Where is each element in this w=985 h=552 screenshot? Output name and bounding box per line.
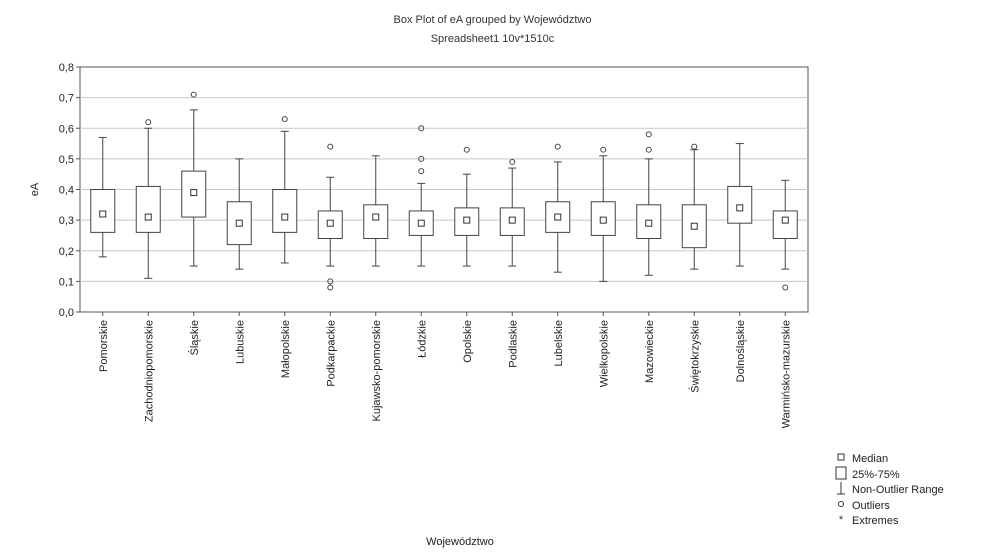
svg-text:*: *	[839, 514, 844, 525]
outlier-point	[645, 146, 652, 153]
box-iqr	[317, 210, 343, 239]
legend-label-extremes: Extremes	[852, 515, 899, 527]
median-marker	[554, 213, 562, 221]
legend-box: 25%-75%	[830, 466, 944, 486]
y-tick-label: 0,5	[59, 154, 74, 166]
outlier-point	[600, 146, 607, 153]
median-marker	[144, 213, 152, 221]
box-iqr	[135, 185, 161, 233]
median-marker-icon	[830, 451, 852, 469]
x-tick-label: Śląskie	[188, 320, 201, 355]
median-marker	[190, 189, 198, 197]
median-marker	[736, 204, 744, 212]
median-marker	[463, 216, 471, 224]
outlier-point	[554, 143, 561, 150]
legend-extremes: * Extremes	[830, 514, 944, 530]
median-marker	[235, 219, 243, 227]
legend-label-range: Non-Outlier Range	[852, 484, 944, 496]
outlier-point	[418, 155, 425, 162]
y-tick-label: 0,8	[59, 62, 74, 74]
median-marker	[508, 216, 516, 224]
x-tick-label: Lubuskie	[234, 320, 246, 364]
y-tick-label: 0,4	[59, 185, 74, 197]
legend-label-box: 25%-75%	[852, 468, 900, 481]
box-iqr	[272, 189, 298, 233]
box-iqr	[772, 210, 798, 239]
box-iqr	[181, 170, 207, 218]
y-axis-label: eA	[29, 182, 41, 196]
x-tick-label: Wielkopolskie	[598, 320, 610, 387]
outlier-point	[463, 146, 470, 153]
y-tick-label: 0,7	[59, 93, 74, 105]
outlier-point	[782, 284, 789, 291]
box-iqr	[636, 204, 662, 239]
x-tick-label: Dolnośląskie	[735, 320, 747, 382]
x-tick-label: Zachodniopomorskie	[143, 320, 155, 422]
outlier-point	[327, 143, 334, 150]
chart-subtitle: Spreadsheet1 10v*1510c	[430, 33, 555, 45]
x-tick-label: Świętokrzyskie	[688, 320, 701, 393]
box-iqr	[681, 204, 707, 249]
box-iqr	[363, 204, 389, 239]
outlier-point	[327, 284, 334, 291]
legend: Median 25%-75% Non-Outlier Range Outlier…	[830, 452, 944, 530]
x-tick-label: Podkarpackie	[325, 320, 337, 387]
y-tick-label: 0,6	[59, 123, 74, 135]
outlier-point	[190, 91, 197, 98]
outlier-point	[509, 158, 516, 165]
outlier-point	[645, 131, 652, 138]
legend-label-outliers: Outliers	[852, 499, 890, 512]
x-tick-label: Małopolskie	[280, 320, 292, 378]
box-iqr	[454, 207, 480, 236]
legend-outliers: Outliers	[830, 499, 944, 515]
y-tick-label: 0,3	[59, 215, 74, 227]
box-iqr	[590, 201, 616, 236]
box-iqr	[499, 207, 525, 236]
outlier-point	[418, 125, 425, 132]
outlier-point	[691, 143, 698, 150]
legend-range: Non-Outlier Range	[830, 481, 944, 501]
box-iqr	[545, 201, 571, 233]
x-axis-label: Województwo	[426, 536, 494, 548]
median-marker	[599, 216, 607, 224]
x-tick-label: Podlaskie	[507, 320, 519, 368]
outlier-marker-icon	[830, 498, 852, 516]
box-iqr	[408, 210, 434, 236]
x-tick-label: Lubelskie	[553, 320, 565, 366]
x-tick-label: Mazowieckie	[644, 320, 656, 383]
x-tick-label: Warmińsko-mazurskie	[780, 320, 792, 428]
y-tick-label: 0,0	[59, 307, 74, 319]
legend-median: Median	[830, 452, 944, 468]
legend-label-median: Median	[852, 453, 889, 465]
whisker-icon	[830, 481, 852, 501]
chart-title: Box Plot of eA grouped by Województwo	[393, 14, 592, 26]
median-marker	[372, 213, 380, 221]
median-marker	[645, 219, 653, 227]
y-tick-label: 0,2	[59, 246, 74, 258]
outlier-point	[145, 119, 152, 126]
median-marker	[781, 216, 789, 224]
x-tick-label: Opolskie	[462, 320, 474, 363]
x-tick-label: Łódzkie	[416, 320, 428, 358]
median-marker	[417, 219, 425, 227]
outlier-point	[327, 278, 334, 285]
extreme-marker-icon: *	[830, 513, 852, 531]
y-tick-label: 0,1	[59, 276, 74, 288]
median-marker	[690, 222, 698, 230]
x-tick-label: Kujawsko-pomorskie	[371, 320, 383, 421]
outlier-point	[281, 116, 288, 123]
median-marker	[326, 219, 334, 227]
outlier-point	[418, 168, 425, 175]
box-iqr	[226, 201, 252, 246]
median-marker	[99, 210, 107, 218]
x-tick-label: Pomorskie	[98, 320, 110, 372]
median-marker	[281, 213, 289, 221]
box-icon	[830, 466, 852, 486]
